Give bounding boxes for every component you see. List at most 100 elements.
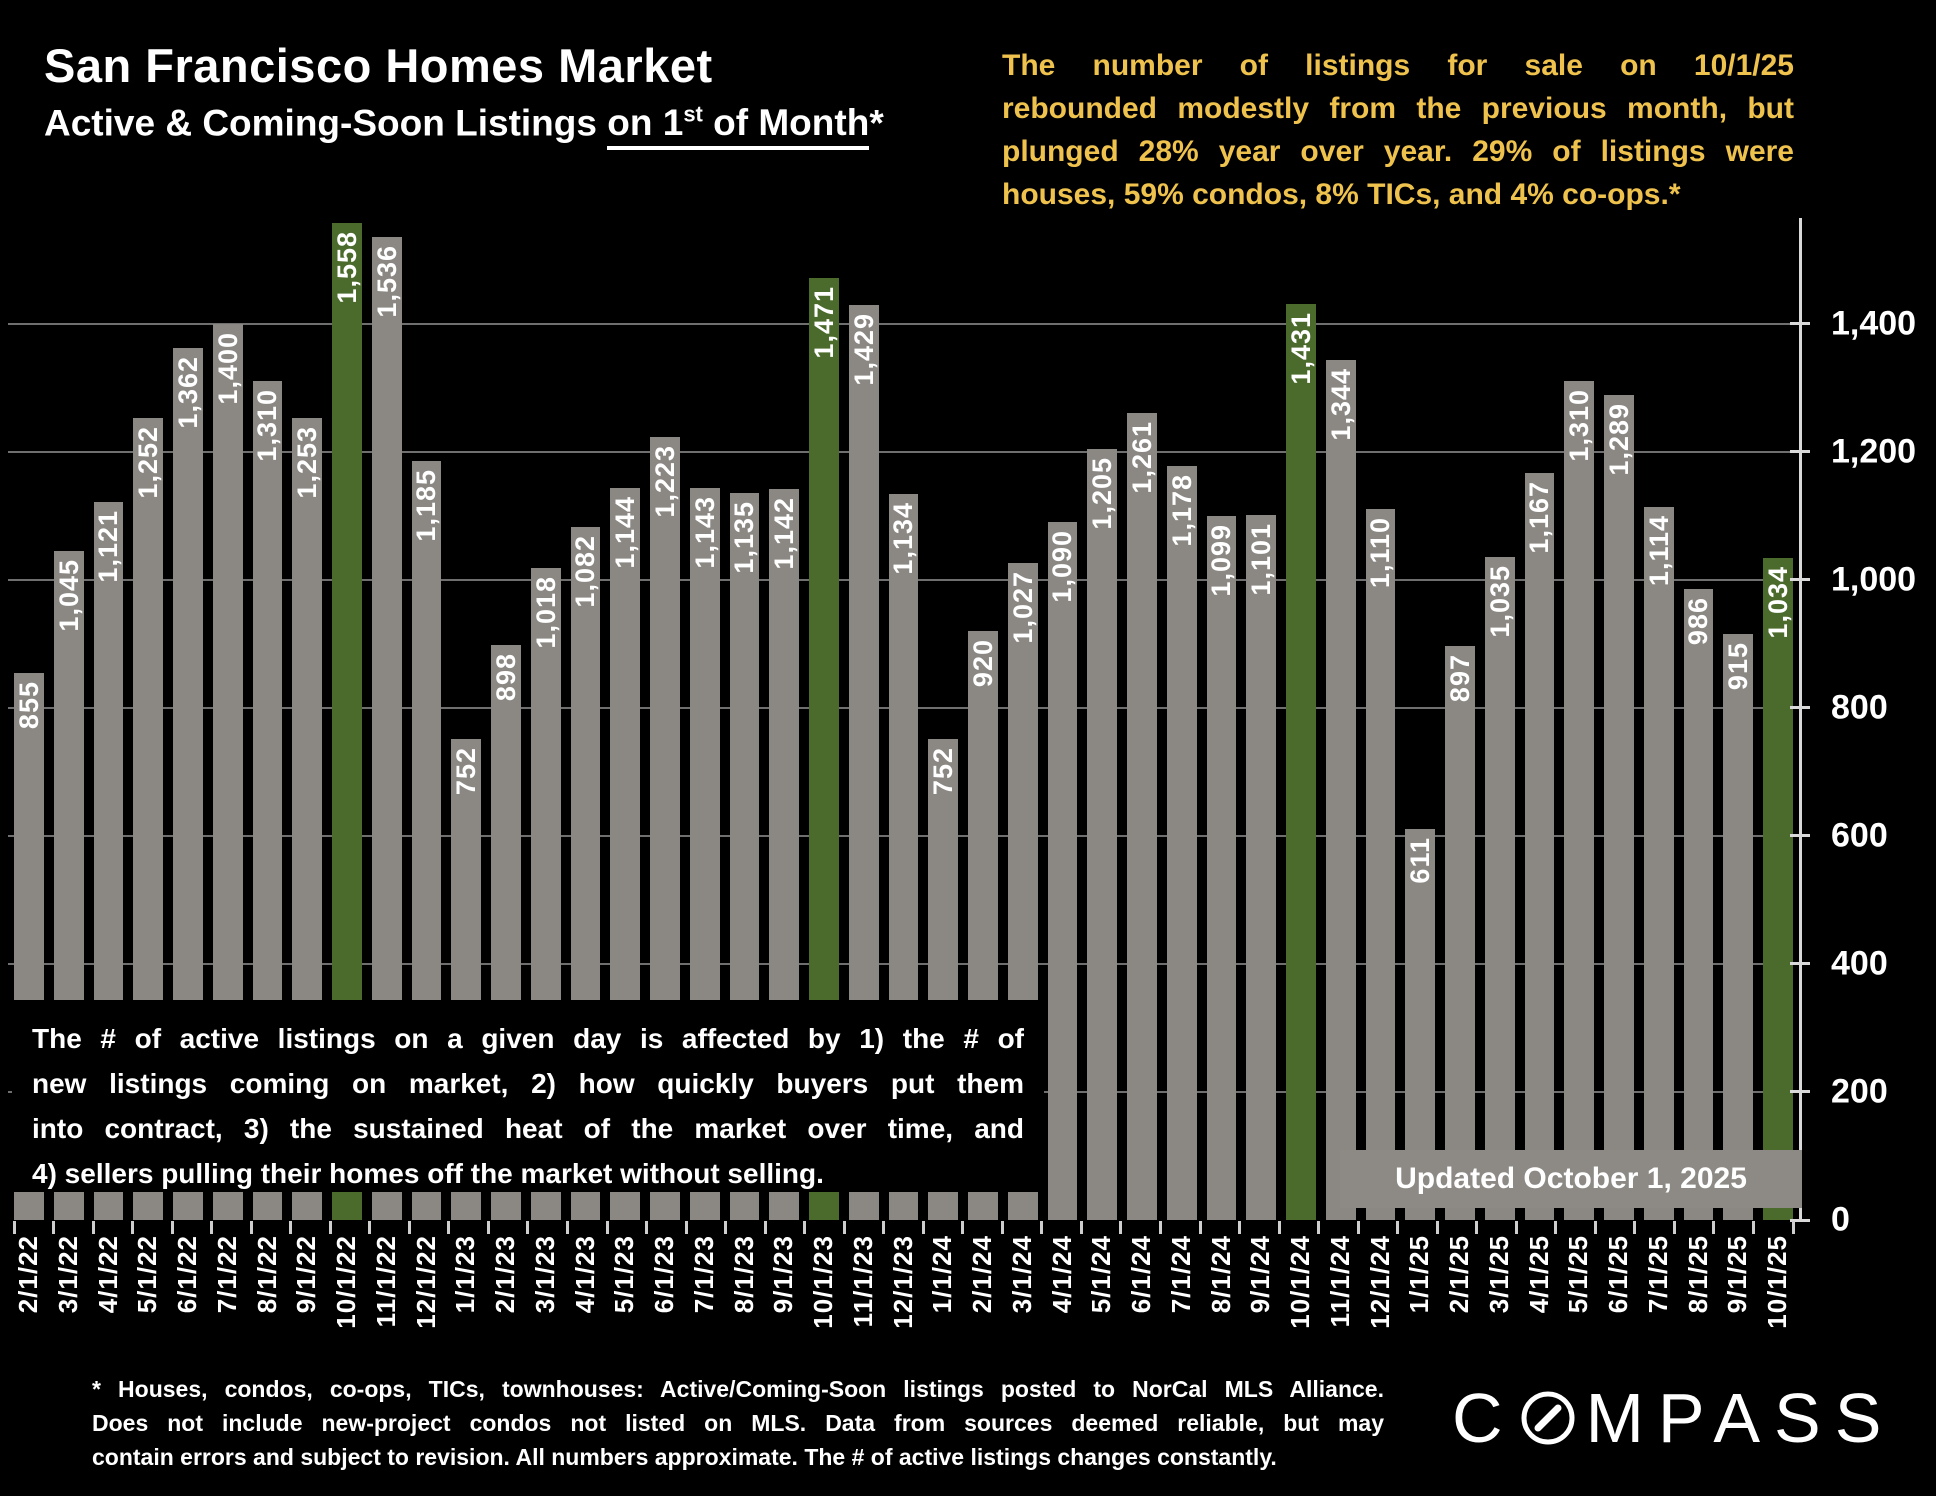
x-tick-label: 5/1/23 <box>609 1235 640 1314</box>
x-label-slot: 7/1/25 <box>1642 1235 1674 1329</box>
x-tick-label: 4/1/25 <box>1523 1235 1554 1314</box>
x-label-slot: 9/1/22 <box>291 1235 322 1329</box>
x-label-slot: 6/1/25 <box>1603 1235 1634 1329</box>
x-tick <box>1356 1221 1360 1234</box>
x-tick <box>1119 1221 1123 1234</box>
bar-value-label: 1,142 <box>768 496 799 570</box>
x-tick-label: 11/1/22 <box>370 1235 401 1328</box>
text-line: rebounded modestly from the previous mon… <box>1002 92 1794 125</box>
bar-value-label: 1,471 <box>808 286 839 359</box>
x-tick-label: 2/1/23 <box>490 1235 521 1314</box>
x-tick-label: 9/1/23 <box>768 1235 799 1314</box>
bar-value-label: 1,185 <box>411 469 442 542</box>
x-tick <box>882 1221 886 1234</box>
bar-value-label: 1,310 <box>252 389 283 462</box>
y-tick-label: 1,400 <box>1831 304 1917 343</box>
commentary-text: The number of listings for sale on 10/1/… <box>1002 44 1794 216</box>
bar-value-label: 1,429 <box>848 313 879 386</box>
x-tick-label: 9/1/22 <box>291 1235 322 1314</box>
x-label-slot: 12/1/24 <box>1365 1235 1396 1329</box>
x-tick <box>368 1221 372 1234</box>
y-tick <box>1790 834 1810 838</box>
x-tick <box>1159 1221 1162 1234</box>
y-tick <box>1790 962 1810 966</box>
y-axis-line <box>1799 218 1802 1222</box>
x-tick-label: 11/1/24 <box>1324 1235 1355 1328</box>
x-tick-label: 1/1/23 <box>450 1235 481 1314</box>
x-tick-label: 6/1/22 <box>172 1235 203 1314</box>
x-tick-label: 7/1/25 <box>1642 1235 1673 1314</box>
bar-value-label: 897 <box>1444 653 1475 702</box>
text-line: new listings coming on market, 2) how qu… <box>32 1068 1024 1099</box>
x-label-slot: 3/1/25 <box>1483 1235 1515 1329</box>
x-label-slot: 12/1/22 <box>410 1235 442 1329</box>
x-tick-label: 3/1/25 <box>1483 1235 1514 1314</box>
bar-value-label: 1,134 <box>888 502 919 575</box>
x-label-slot: 12/1/23 <box>888 1235 919 1329</box>
x-tick <box>1277 1221 1281 1234</box>
y-tick-label: 0 <box>1831 1200 1850 1239</box>
bar: 915 <box>1723 634 1753 1220</box>
x-label-slot: 2/1/24 <box>967 1235 998 1329</box>
subtitle-prefix: Active & Coming-Soon Listings <box>44 102 608 144</box>
x-tick <box>1317 1221 1321 1234</box>
x-label-slot: 4/1/24 <box>1047 1235 1078 1329</box>
bar: 1,310 <box>1564 381 1594 1220</box>
bar-value-label: 1,362 <box>172 356 203 429</box>
x-label-slot: 6/1/22 <box>172 1235 203 1329</box>
bar-value-label: 898 <box>490 653 521 702</box>
x-label-slot: 11/1/24 <box>1324 1235 1356 1329</box>
text-line: Does not include new-project condos not … <box>92 1410 1384 1436</box>
y-tick <box>1790 706 1810 710</box>
x-label-slot: 7/1/22 <box>212 1235 243 1329</box>
x-tick-label: 5/1/24 <box>1086 1235 1117 1314</box>
x-tick-label: 3/1/23 <box>529 1235 560 1314</box>
x-tick-label: 10/1/25 <box>1762 1235 1793 1329</box>
subtitle-underlined: on 1st of Month <box>607 102 870 151</box>
text-line: The # of active listings on a given day … <box>32 1023 1024 1054</box>
x-tick <box>1633 1221 1637 1234</box>
x-tick <box>1198 1221 1202 1234</box>
y-tick-label: 800 <box>1831 688 1888 727</box>
bar: 1,101 <box>1246 515 1276 1220</box>
bar-value-label: 1,252 <box>132 426 163 499</box>
y-tick-label: 200 <box>1831 1072 1888 1111</box>
text-line: 4) sellers pulling their homes off the m… <box>32 1158 824 1189</box>
bar: 1,090 <box>1047 522 1078 1220</box>
bar: 1,035 <box>1484 557 1515 1220</box>
x-label-slot: 5/1/22 <box>132 1235 163 1329</box>
x-label-slot: 10/1/25 <box>1762 1235 1793 1329</box>
x-label-slot: 5/1/24 <box>1086 1235 1117 1329</box>
x-label-slot: 7/1/24 <box>1166 1235 1197 1329</box>
x-label-slot: 4/1/23 <box>570 1235 601 1329</box>
x-tick-label: 1/1/25 <box>1404 1235 1435 1314</box>
bar-value-label: 1,144 <box>609 495 640 569</box>
page-subtitle: Active & Coming-Soon Listings on 1st of … <box>44 102 884 151</box>
x-tick <box>1079 1221 1083 1234</box>
x-tick <box>447 1221 451 1234</box>
bar: 1,261 <box>1127 412 1157 1220</box>
bar: 1,289 <box>1604 394 1634 1220</box>
bar-value-label: 1,034 <box>1762 566 1793 639</box>
y-tick <box>1790 578 1810 582</box>
compass-o-icon <box>1521 1391 1575 1445</box>
x-label-slot: 1/1/25 <box>1404 1235 1435 1329</box>
x-tick-label: 12/1/22 <box>410 1235 441 1329</box>
x-tick <box>526 1221 530 1234</box>
x-tick <box>605 1221 609 1234</box>
x-tick-label: 2/1/24 <box>967 1235 998 1314</box>
y-tick-label: 400 <box>1831 944 1888 983</box>
x-tick <box>1752 1221 1755 1234</box>
x-label-slot: 10/1/23 <box>808 1235 839 1329</box>
bar-value-label: 1,431 <box>1285 311 1316 385</box>
x-tick <box>1514 1221 1518 1234</box>
y-tick <box>1790 1218 1810 1222</box>
x-tick-label: 7/1/23 <box>688 1235 719 1314</box>
x-label-slot: 3/1/23 <box>529 1235 561 1329</box>
bar-value-label: 1,045 <box>53 558 84 632</box>
x-tick <box>407 1221 411 1234</box>
x-tick-label: 3/1/22 <box>52 1235 83 1314</box>
x-label-slot: 10/1/24 <box>1285 1235 1316 1329</box>
x-tick <box>921 1221 925 1234</box>
